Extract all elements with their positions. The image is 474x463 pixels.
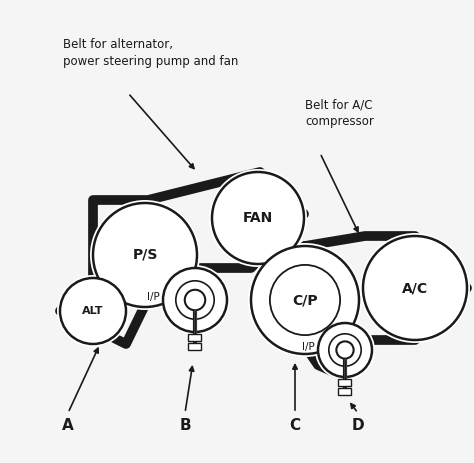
Text: I/P: I/P	[302, 342, 315, 352]
Circle shape	[270, 265, 340, 335]
Bar	[338, 388, 352, 395]
Circle shape	[176, 281, 214, 319]
Circle shape	[360, 233, 470, 343]
Bar	[189, 334, 201, 341]
Circle shape	[248, 243, 362, 357]
Circle shape	[163, 268, 227, 332]
Bar	[338, 379, 352, 386]
Text: P/S: P/S	[132, 248, 158, 262]
Circle shape	[185, 290, 205, 310]
Circle shape	[251, 246, 359, 354]
Circle shape	[60, 278, 126, 344]
Text: B: B	[179, 418, 191, 432]
Circle shape	[90, 200, 200, 310]
Circle shape	[337, 341, 354, 359]
Circle shape	[160, 265, 230, 335]
Circle shape	[93, 203, 197, 307]
Text: Belt for alternator,
power steering pump and fan: Belt for alternator, power steering pump…	[63, 38, 238, 68]
Text: Belt for A/C
compressor: Belt for A/C compressor	[305, 98, 374, 128]
Text: C: C	[290, 418, 301, 432]
Circle shape	[318, 323, 372, 377]
Circle shape	[209, 169, 307, 267]
Circle shape	[212, 172, 304, 264]
Text: D: D	[352, 418, 365, 432]
Circle shape	[57, 275, 129, 347]
Circle shape	[329, 334, 361, 366]
Text: I/P: I/P	[147, 292, 160, 302]
Bar	[189, 343, 201, 350]
Circle shape	[315, 320, 375, 380]
Text: ALT: ALT	[82, 306, 104, 316]
Text: FAN: FAN	[243, 211, 273, 225]
Text: C/P: C/P	[292, 293, 318, 307]
Circle shape	[363, 236, 467, 340]
Text: A: A	[62, 418, 74, 432]
Text: A/C: A/C	[402, 281, 428, 295]
